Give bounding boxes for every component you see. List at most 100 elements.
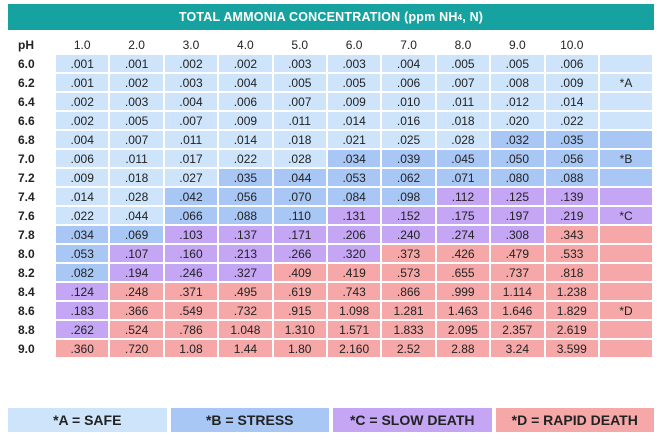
nh3-cell: .327 — [219, 264, 272, 281]
nh3-cell: 1.098 — [327, 302, 381, 319]
nh3-cell: .409 — [273, 264, 326, 281]
zone-tag — [600, 93, 652, 110]
table-row: 8.4.124.248.371.495.619.743.866.999 1.114… — [10, 283, 652, 300]
nh3-cell: 2.357 — [491, 321, 544, 338]
zone-tag — [600, 55, 652, 72]
nh3-cell: .573 — [382, 264, 435, 281]
nh3-cell: 1.114 — [491, 283, 544, 300]
nh3-cell: .005 — [110, 112, 163, 129]
nh3-cell: .720 — [110, 340, 163, 357]
nh3-cell: .246 — [164, 264, 218, 281]
nh3-cell: .320 — [327, 245, 381, 262]
nh3-cell: .042 — [164, 188, 218, 205]
nh3-cell: .655 — [436, 264, 490, 281]
nh3-cell: 1.048 — [219, 321, 272, 338]
nh3-cell: .034 — [56, 226, 109, 243]
nh3-cell: .022 — [545, 112, 598, 129]
nh3-cell: .009 — [219, 112, 272, 129]
nh3-cell: .183 — [56, 302, 109, 319]
concentration-header: 10.0 — [560, 37, 584, 52]
nh3-cell: .001 — [56, 55, 109, 72]
nh3-cell: .197 — [491, 207, 544, 224]
zone-tag — [600, 340, 652, 357]
nh3-cell: .125 — [491, 188, 544, 205]
nh3-cell: .027 — [164, 169, 218, 186]
nh3-cell: .014 — [56, 188, 109, 205]
ph-value: 7.8 — [10, 226, 54, 243]
nh3-cell: 3.599 — [545, 340, 598, 357]
ph-value: 8.4 — [10, 283, 54, 300]
table-row: 9.0.360.720 1.08 1.44 1.80 2.160 2.52 2.88 3.24… — [10, 340, 652, 357]
nh3-cell: .082 — [56, 264, 109, 281]
nh3-cell: .999 — [436, 283, 490, 300]
nh3-cell: .012 — [491, 93, 544, 110]
zone-tag — [600, 245, 652, 262]
nh3-cell: .001 — [110, 55, 163, 72]
nh3-cell: .007 — [110, 131, 163, 148]
concentration-header: 9.0 — [508, 37, 526, 52]
nh3-cell: .044 — [273, 169, 326, 186]
nh3-cell: .025 — [382, 131, 435, 148]
nh3-cell: .103 — [164, 226, 218, 243]
zone-tag — [600, 131, 652, 148]
nh3-cell: 1.463 — [436, 302, 490, 319]
table-row: 6.8.004.007.011.014.018.021.025.028.032.… — [10, 131, 652, 148]
nh3-cell: .308 — [491, 226, 544, 243]
nh3-cell: .206 — [327, 226, 381, 243]
concentration-header: 8.0 — [454, 37, 472, 52]
nh3-cell: .004 — [164, 93, 218, 110]
nh3-cell: .028 — [436, 131, 490, 148]
nh3-cell: 1.833 — [382, 321, 435, 338]
nh3-cell: .006 — [219, 93, 272, 110]
table-row: 6.0.001.001.002.002.003.003.004.005.005.… — [10, 55, 652, 72]
nh3-cell: .194 — [110, 264, 163, 281]
nh3-cell: .002 — [219, 55, 272, 72]
nh3-cell: .619 — [273, 283, 326, 300]
nh3-cell: .005 — [436, 55, 490, 72]
nh3-cell: .366 — [110, 302, 163, 319]
nh3-cell: .002 — [56, 93, 109, 110]
zone-tag-header — [600, 36, 652, 53]
nh3-cell: .006 — [545, 55, 598, 72]
concentration-header: 6.0 — [345, 37, 363, 52]
nh3-cell: .009 — [56, 169, 109, 186]
table-row: 7.8.034.069.103.137.171.206.240.274.308.… — [10, 226, 652, 243]
nh3-cell: .737 — [491, 264, 544, 281]
title-main: TOTAL AMMONIA CONCENTRATION (ppm NH — [178, 10, 458, 24]
nh3-cell: 1.310 — [273, 321, 326, 338]
nh3-cell: .137 — [219, 226, 272, 243]
nh3-cell: .053 — [327, 169, 381, 186]
nh3-cell: .152 — [382, 207, 435, 224]
nh3-cell: 2.88 — [436, 340, 490, 357]
nh3-cell: .022 — [56, 207, 109, 224]
zone-tag: *D — [600, 302, 652, 319]
ph-value: 6.8 — [10, 131, 54, 148]
nh3-cell: .005 — [491, 55, 544, 72]
nh3-cell: 1.281 — [382, 302, 435, 319]
nh3-cell: .002 — [110, 74, 163, 91]
nh3-cell: 1.571 — [327, 321, 381, 338]
table-row: 7.0.006.011.017.022.028.034.039.045.050.… — [10, 150, 652, 167]
nh3-cell: .069 — [110, 226, 163, 243]
table-row: 6.6.002.005.007.009.011.014.016.018.020.… — [10, 112, 652, 129]
nh3-cell: 1.08 — [164, 340, 218, 357]
ph-value: 6.0 — [10, 55, 54, 72]
legend-slow-death: *C = SLOW DEATH — [333, 408, 492, 432]
nh3-cell: .009 — [327, 93, 381, 110]
nh3-cell: .028 — [110, 188, 163, 205]
nh3-cell: .124 — [56, 283, 109, 300]
nh3-cell: .005 — [327, 74, 381, 91]
nh3-cell: .034 — [327, 150, 381, 167]
zone-tag — [600, 226, 652, 243]
ph-value: 9.0 — [10, 340, 54, 357]
nh3-cell: .549 — [164, 302, 218, 319]
nh3-cell: .056 — [219, 188, 272, 205]
nh3-cell: .007 — [273, 93, 326, 110]
nh3-cell: .003 — [110, 93, 163, 110]
nh3-cell: .004 — [56, 131, 109, 148]
nh3-cell: 2.095 — [436, 321, 490, 338]
nh3-cell: .035 — [545, 131, 598, 148]
nh3-cell: .107 — [110, 245, 163, 262]
table-row: 8.6.183.366.549.732.915 1.098 1.281 1.463 1.… — [10, 302, 652, 319]
nh3-cell: .007 — [164, 112, 218, 129]
